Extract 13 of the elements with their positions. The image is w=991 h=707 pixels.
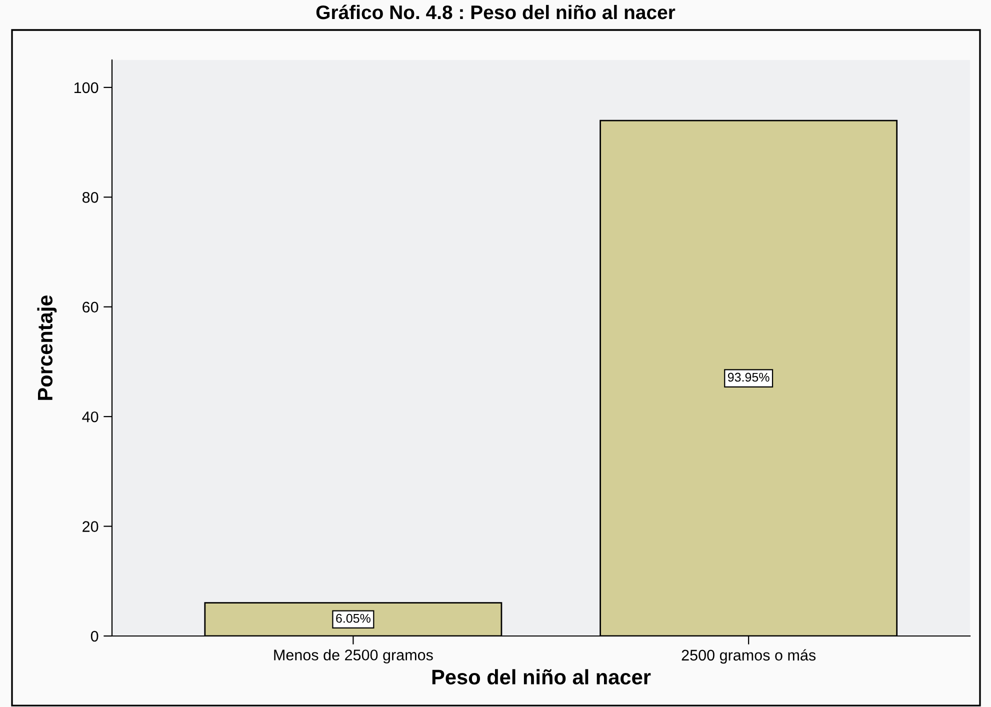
y-tick-label: 0	[90, 630, 98, 642]
x-tick-label: 2500 gramos o más	[682, 649, 816, 664]
y-tick-label: 100	[74, 82, 98, 94]
x-axis-title: Peso del niño al nacer	[432, 669, 651, 684]
x-tick-label: Menos de 2500 gramos	[274, 649, 433, 664]
data-label: 6.05%	[336, 614, 370, 623]
y-tick-label: 40	[82, 411, 98, 422]
chart-title: Gráfico No. 4.8 : Peso del niño al nacer	[316, 4, 676, 20]
y-tick-label: 60	[82, 302, 98, 313]
y-tick-label: 80	[82, 192, 98, 203]
y-axis-title: Porcentaje	[37, 295, 57, 400]
y-tick-label: 20	[82, 521, 98, 532]
data-label: 93.95%	[728, 372, 770, 382]
